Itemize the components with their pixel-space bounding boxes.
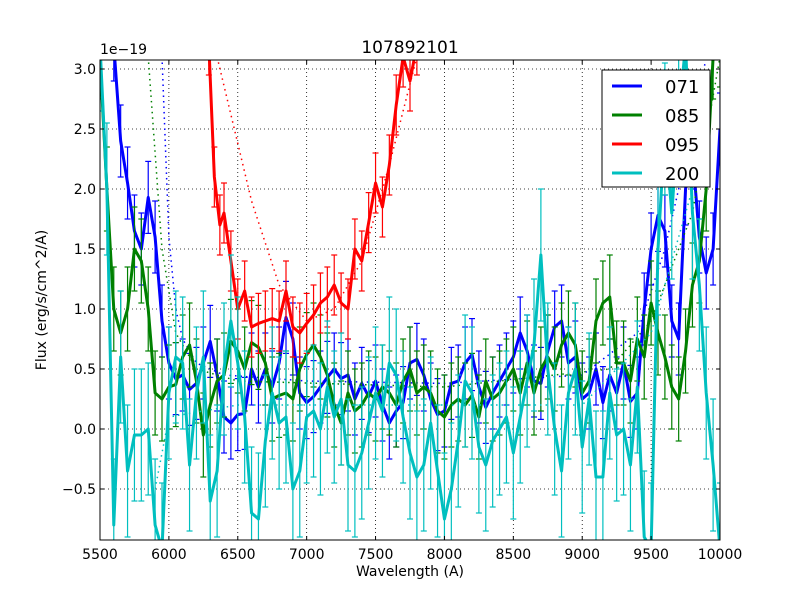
y-tick-label: 3.0 xyxy=(74,62,96,78)
error-bar xyxy=(413,60,420,76)
legend-label: 200 xyxy=(665,164,699,185)
error-bar xyxy=(717,60,720,88)
y-tick-label: 0.0 xyxy=(74,422,96,438)
legend-box xyxy=(601,69,711,188)
y-tick-label: 2.0 xyxy=(74,182,96,198)
x-tick-label: 10000 xyxy=(698,547,743,563)
x-tick-label: 5500 xyxy=(82,547,118,563)
data-line-095 xyxy=(207,60,416,335)
x-tick-label: 6500 xyxy=(220,547,256,563)
legend-label: 085 xyxy=(665,106,699,127)
data-line-085 xyxy=(100,60,715,437)
offset-text: 1e−19 xyxy=(100,42,147,58)
y-tick-label: 1.5 xyxy=(74,242,96,258)
legend: 071 085 095 200 xyxy=(601,69,711,188)
x-tick-label: 8500 xyxy=(496,547,532,563)
error-bar xyxy=(717,482,720,540)
x-axis-label: Wavelength (A) xyxy=(356,564,464,580)
chart-title: 107892101 xyxy=(361,38,458,58)
error-bar xyxy=(400,60,407,88)
legend-label: 071 xyxy=(665,77,699,98)
series-095 xyxy=(205,60,420,364)
x-tick-label: 7500 xyxy=(358,547,394,563)
series-200 xyxy=(100,60,720,540)
y-axis-label: Flux (erg/s/cm^2/A) xyxy=(34,230,50,370)
y-tick-label: 1.0 xyxy=(74,302,96,318)
y-tick-label: −0.5 xyxy=(62,482,96,498)
data-line-200 xyxy=(100,60,720,540)
x-tick-label: 7000 xyxy=(289,547,325,563)
legend-label: 095 xyxy=(665,135,699,156)
x-tick-label: 9500 xyxy=(633,547,669,563)
axes-frame xyxy=(99,59,721,541)
error-bar xyxy=(104,0,110,45)
data-line-071 xyxy=(113,60,720,425)
y-tick-label: 2.5 xyxy=(74,122,96,138)
y-tick-label: 0.5 xyxy=(74,362,96,378)
x-tick-label: 6000 xyxy=(151,547,187,563)
x-tick-label: 9000 xyxy=(564,547,600,563)
ticks: 5500 6000 6500 7000 7500 8000 8500 9000 9500 1000… xyxy=(62,60,742,563)
x-tick-label: 8000 xyxy=(427,547,463,563)
plot-area xyxy=(100,0,720,540)
